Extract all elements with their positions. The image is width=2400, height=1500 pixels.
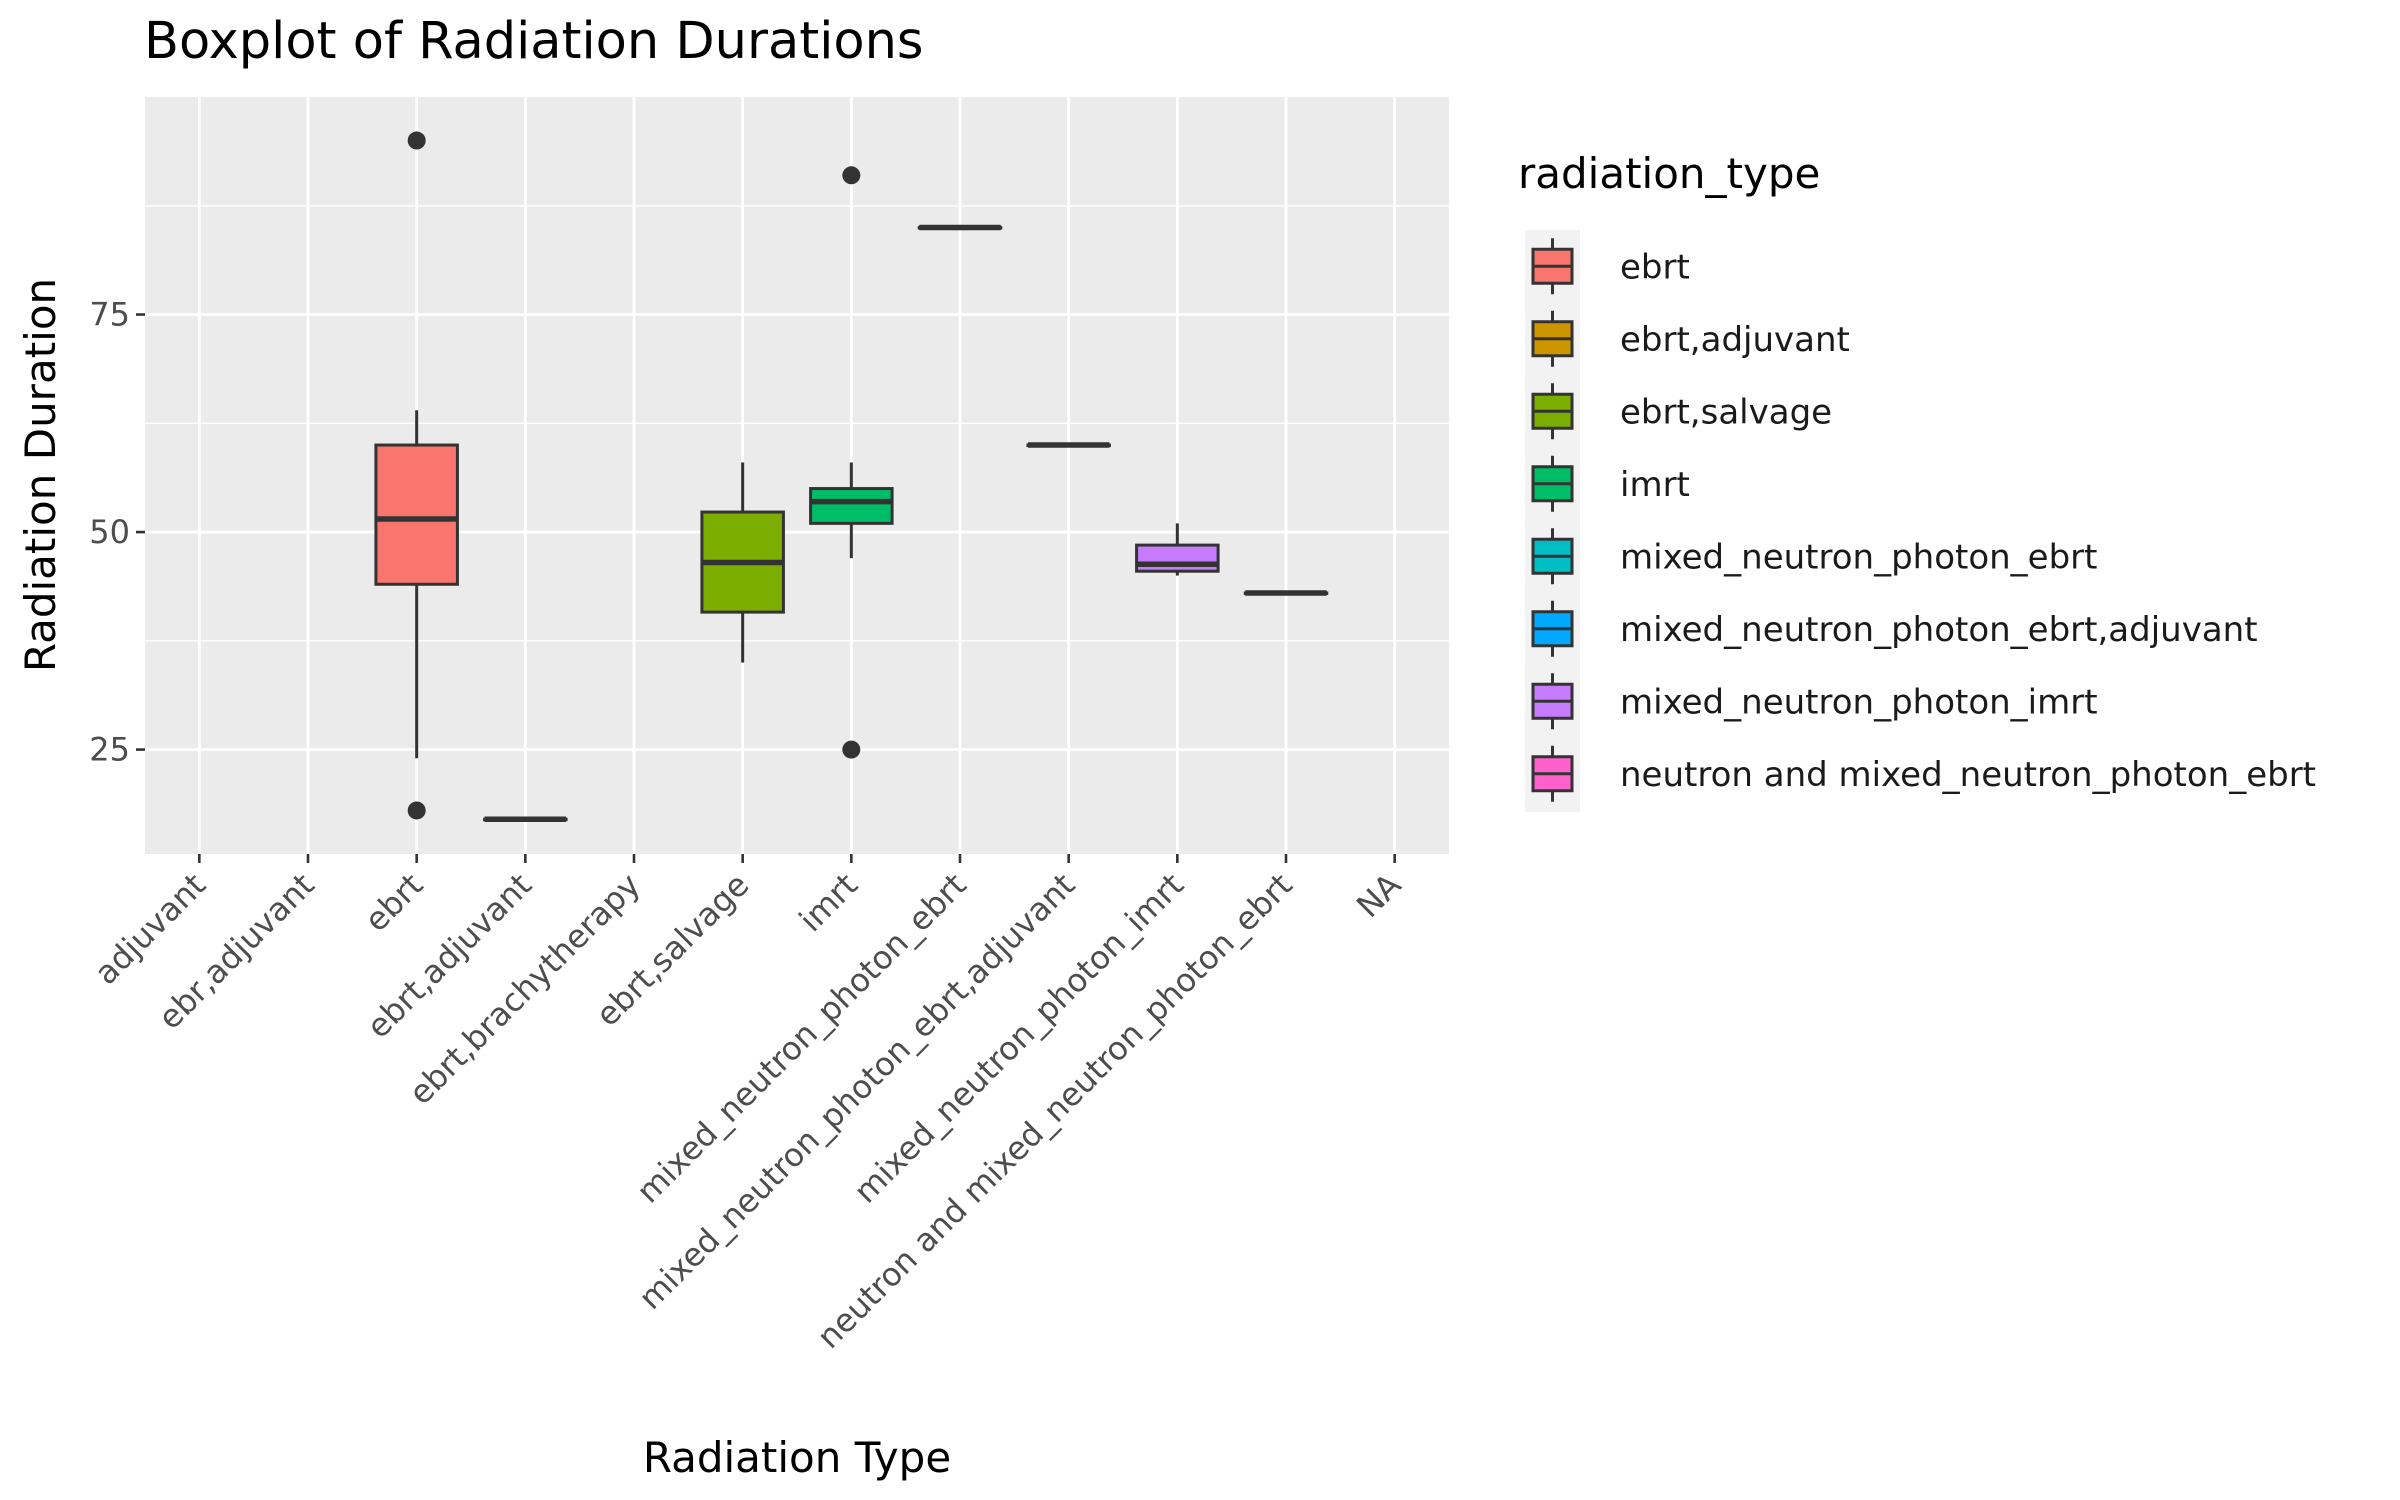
- legend-title: radiation_type: [1518, 149, 1820, 198]
- box-mixed-neutron-photon-imrt: [1135, 523, 1220, 576]
- chart-title: Boxplot of Radiation Durations: [144, 12, 923, 71]
- legend-key: [1531, 528, 1574, 585]
- outlier-point: [842, 740, 861, 759]
- box-ebrt: [374, 131, 459, 820]
- y-axis-title: Radiation Duration: [16, 278, 65, 672]
- legend-label: neutron and mixed_neutron_photon_ebrt: [1620, 755, 2316, 795]
- box-ebrt-adjuvant: [483, 816, 568, 822]
- legend-key: [1531, 600, 1574, 657]
- grid-major: [145, 97, 1449, 854]
- y-axis: 25 50 75: [89, 296, 145, 769]
- x-axis-title: Radiation Type: [643, 1433, 951, 1482]
- legend-label: mixed_neutron_photon_ebrt: [1620, 537, 2098, 577]
- legend-label: mixed_neutron_photon_imrt: [1620, 682, 2098, 722]
- y-tick-label: 75: [89, 296, 130, 334]
- legend-label: imrt: [1620, 465, 1690, 505]
- legend-key: [1531, 745, 1574, 802]
- box-neutron-and-mixed-neutron-photon-ebrt: [1243, 590, 1329, 596]
- legend-key: [1531, 383, 1574, 440]
- box-body: [809, 487, 894, 525]
- box-body: [1135, 543, 1220, 573]
- legend: radiation_type ebrt ebrt,adjuvant ebrt,sal…: [1518, 149, 2316, 812]
- legend-key: [1531, 238, 1574, 295]
- legend-key: [1531, 310, 1574, 367]
- outlier-point: [842, 166, 861, 185]
- legend-label: ebrt: [1620, 247, 1690, 287]
- box-mixed-neutron-photon-ebrt: [917, 224, 1003, 231]
- box-imrt: [809, 166, 894, 759]
- plot-panel: [145, 97, 1449, 854]
- box-mixed-neutron-photon-ebrt-adjuvant: [1026, 442, 1111, 448]
- legend-key: [1531, 455, 1574, 512]
- y-tick-label: 50: [89, 513, 130, 551]
- legend-key: [1531, 673, 1574, 730]
- box-ebrt-salvage: [700, 462, 785, 663]
- box-body: [374, 443, 459, 586]
- y-tick-label: 25: [89, 731, 130, 769]
- legend-label: ebrt,adjuvant: [1620, 320, 1850, 360]
- legend-label: mixed_neutron_photon_ebrt,adjuvant: [1620, 610, 2258, 650]
- grid-minor: [145, 205, 1449, 642]
- box-group: [374, 131, 1329, 822]
- outlier-point: [407, 801, 426, 820]
- legend-label: ebrt,salvage: [1620, 392, 1832, 432]
- outlier-point: [407, 131, 426, 150]
